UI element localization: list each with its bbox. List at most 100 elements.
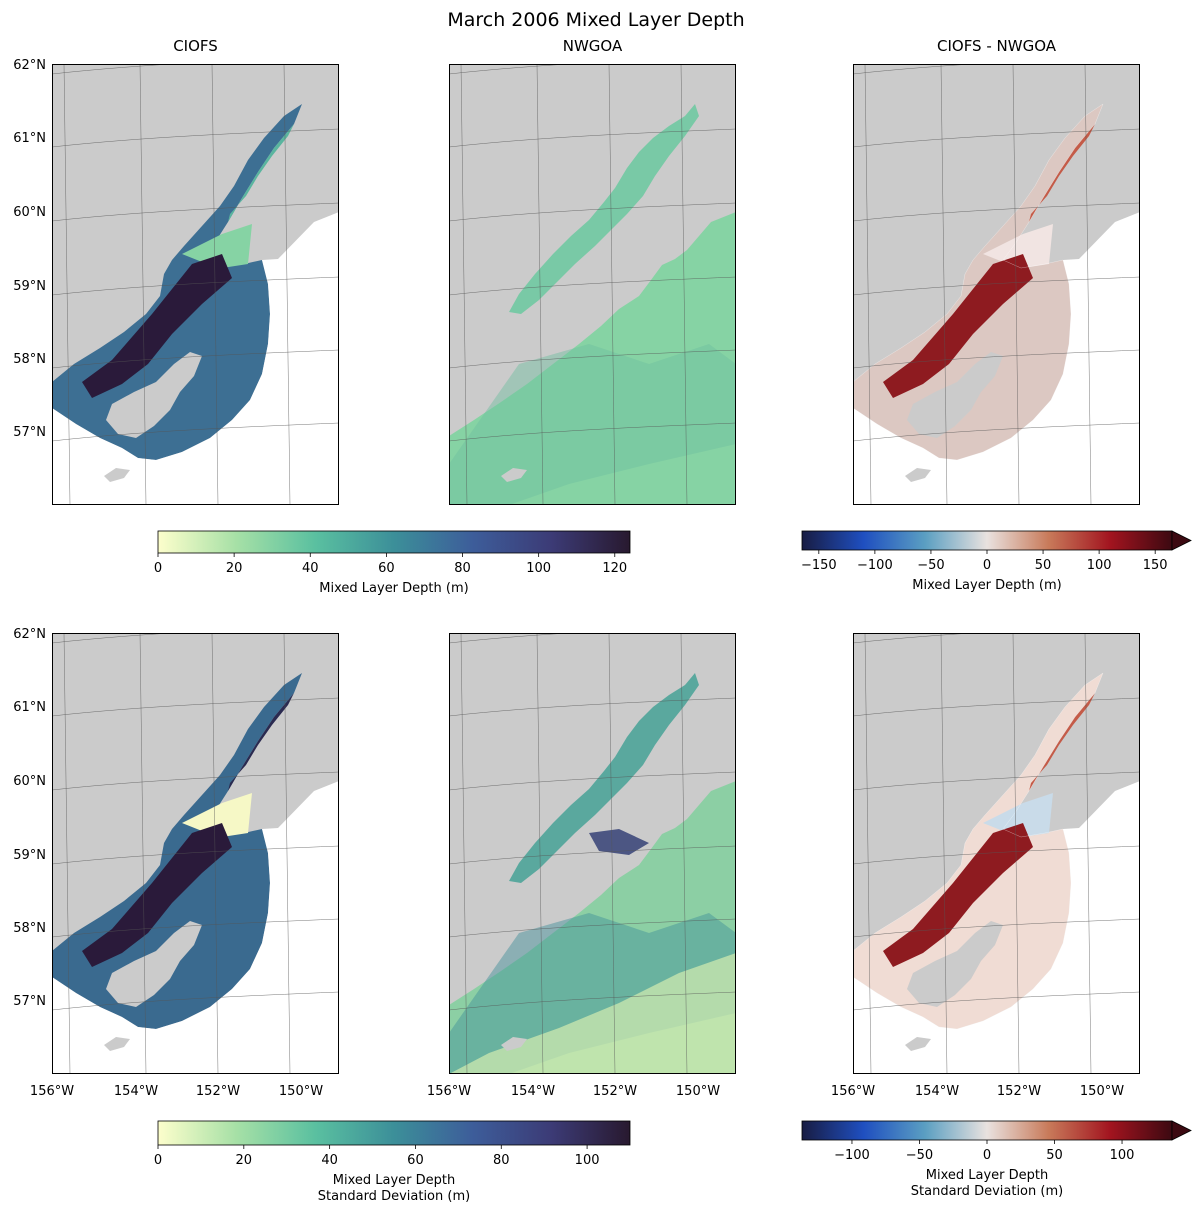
parallel-gridline xyxy=(853,128,1140,148)
colorbar-extend-arrow xyxy=(1171,1120,1192,1141)
parallel-gridline xyxy=(52,64,177,75)
meridian-gridline xyxy=(1012,633,1020,1074)
meridian-gridline xyxy=(536,64,544,505)
parallel-gridline xyxy=(853,845,1140,865)
inlet-field xyxy=(983,793,1053,837)
deep-channel-field xyxy=(883,823,1033,967)
meridian-gridline xyxy=(940,64,948,505)
upper-inlet-field xyxy=(1029,124,1095,222)
parallel-gridline xyxy=(853,991,1140,1011)
mid-shelf-field xyxy=(449,344,736,505)
meridian-gridline xyxy=(1084,633,1092,1074)
colorbar-tick-label: 80 xyxy=(493,1153,510,1168)
colorbar-gradient xyxy=(157,530,631,554)
meridian-gridline xyxy=(283,633,291,1074)
parallel-gridline xyxy=(853,64,978,75)
latitude-tick-label: 61°N xyxy=(13,131,46,146)
colorbar-tick-label: 40 xyxy=(321,1153,338,1168)
deep-channel-field xyxy=(883,254,1033,398)
no-data-ocean xyxy=(52,781,339,1074)
colorbar-tick-label: 80 xyxy=(454,561,471,576)
parallel-gridline xyxy=(853,633,978,644)
colorbar-extend-arrow xyxy=(1171,530,1192,551)
meridian-gridline xyxy=(460,64,468,505)
map-panel-top-left: CIOFS 62°N 61°N 60°N 59°N 58°N 57°N xyxy=(13,37,339,505)
parallel-gridline xyxy=(449,349,736,369)
parallel-gridline xyxy=(449,697,736,717)
panel-title: CIOFS xyxy=(173,37,218,55)
latitude-tick-label: 58°N xyxy=(13,921,46,936)
latitude-tick-label: 62°N xyxy=(13,58,46,73)
longitude-tick-label: 152°W xyxy=(196,1084,240,1099)
kodiak-island xyxy=(106,921,202,1007)
colorbar-cb-top-left: 0 20 40 60 80 100 120 Mixed Layer Depth (m) xyxy=(154,530,631,596)
longitude-tick-label: 156°W xyxy=(427,1084,471,1099)
meridian-gridline xyxy=(864,633,872,1074)
deep-channel-field xyxy=(82,823,232,967)
parallel-gridline xyxy=(853,771,1140,791)
parallel-gridline xyxy=(52,128,339,148)
meridian-gridline xyxy=(864,64,872,505)
map-panel-bottom-right: 156°W 154°W 152°W 150°W xyxy=(831,633,1140,1099)
colorbar-tick-label: 0 xyxy=(983,558,991,573)
island xyxy=(104,468,130,482)
latitude-tick-label: 57°N xyxy=(13,994,46,1009)
deep-channel-field xyxy=(82,254,232,398)
meridian-gridline xyxy=(283,64,291,505)
no-data-ocean xyxy=(853,212,1140,505)
parallel-gridline xyxy=(52,845,339,865)
kodiak-island xyxy=(106,352,202,438)
upper-inlet-field xyxy=(228,124,294,222)
parallel-gridline xyxy=(52,422,339,442)
colorbar-gradient xyxy=(801,1120,1173,1141)
map-panel-top-middle: NWGOA xyxy=(449,37,736,505)
parallel-gridline xyxy=(52,276,339,296)
colorbar-tick-label: 100 xyxy=(1087,558,1112,573)
colorbar-tick-label: 100 xyxy=(1110,1148,1135,1163)
parallel-gridline xyxy=(449,918,736,938)
parallel-gridline xyxy=(52,697,339,717)
parallel-gridline xyxy=(853,202,1140,222)
latitude-tick-label: 59°N xyxy=(13,848,46,863)
figure-title: March 2006 Mixed Layer Depth xyxy=(447,9,744,31)
colorbar-tick-label: 0 xyxy=(983,1148,991,1163)
parallel-gridline xyxy=(449,276,736,296)
longitude-tick-label: 154°W xyxy=(511,1084,555,1099)
mid-shelf-field xyxy=(449,913,736,1074)
longitude-tick-label: 150°W xyxy=(1080,1084,1124,1099)
colorbar-gradient xyxy=(157,1120,631,1146)
colorbar-label: Mixed Layer Depth xyxy=(333,1173,455,1188)
map-panel-bottom-left: 62°N 61°N 60°N 59°N 58°N 57°N 156°W 154°W 152°W 1… xyxy=(13,627,339,1099)
meridian-gridline xyxy=(1012,64,1020,505)
latitude-tick-label: 62°N xyxy=(13,627,46,642)
longitude-tick-label: 154°W xyxy=(915,1084,959,1099)
meridian-gridline xyxy=(536,633,544,1074)
island xyxy=(905,1037,931,1051)
panel-title: NWGOA xyxy=(563,37,623,55)
parallel-gridline xyxy=(449,128,736,148)
longitude-tick-label: 152°W xyxy=(593,1084,637,1099)
parallel-gridline xyxy=(449,64,574,75)
colorbar-tick-label: −50 xyxy=(906,1148,933,1163)
meridian-gridline xyxy=(63,64,71,505)
island xyxy=(104,1037,130,1051)
parallel-gridline xyxy=(52,633,177,644)
parallel-gridline xyxy=(449,991,736,1011)
parallel-gridline xyxy=(449,422,736,442)
meridian-gridline xyxy=(63,633,71,1074)
colorbar-label: Mixed Layer Depth xyxy=(926,1168,1048,1183)
upper-inlet-field xyxy=(228,693,294,791)
meridian-gridline xyxy=(460,633,468,1074)
meridian-gridline xyxy=(940,633,948,1074)
parallel-gridline xyxy=(52,918,339,938)
parallel-gridline xyxy=(449,771,736,791)
parallel-gridline xyxy=(449,202,736,222)
meridian-gridline xyxy=(1084,64,1092,505)
panel-frame xyxy=(449,64,736,505)
inlet-field xyxy=(182,224,252,268)
colorbar-gradient xyxy=(801,530,1173,551)
colorbar-tick-label: 50 xyxy=(1035,558,1052,573)
meridian-gridline xyxy=(608,633,616,1074)
